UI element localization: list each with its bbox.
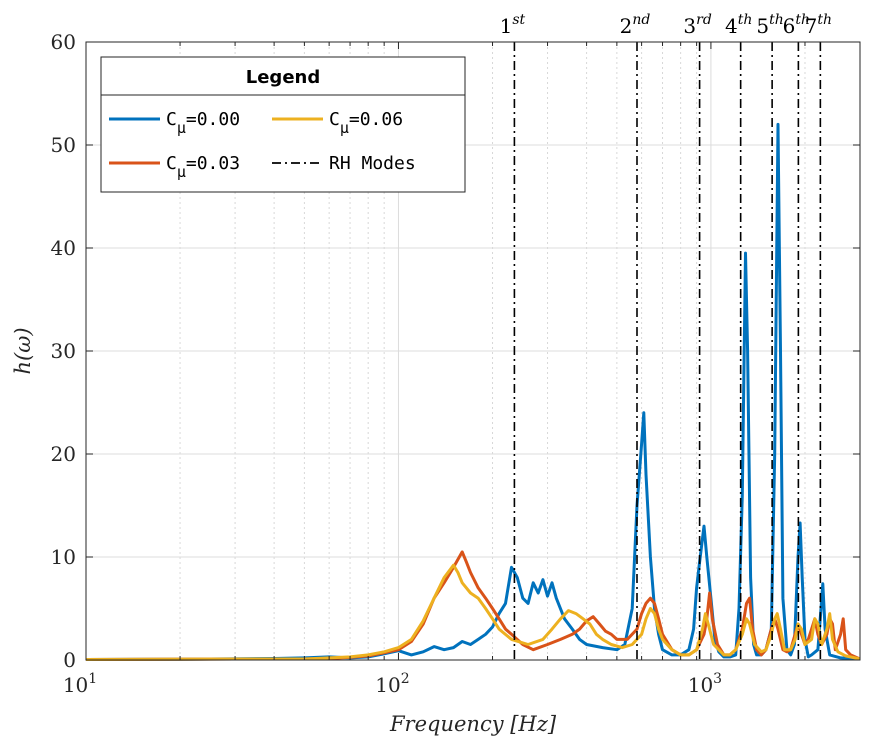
- legend-label-sub: μ: [177, 163, 186, 181]
- legend-box: [100, 56, 466, 193]
- legend-label-main: C: [329, 109, 340, 130]
- x-tick-label: 101: [63, 671, 97, 697]
- legend-label-rest: =0.06: [349, 109, 403, 130]
- legend-title: Legend: [246, 67, 320, 88]
- legend-label-main: C: [166, 109, 177, 130]
- legend-label-sub: μ: [177, 119, 186, 137]
- mode-label-5th: 5th: [756, 12, 783, 38]
- x-tick-base: 10: [63, 673, 88, 697]
- x-tick-label: 102: [375, 671, 409, 697]
- x-tick-label: 103: [688, 671, 722, 697]
- y-tick-label: 10: [51, 545, 76, 569]
- mode-label-number: 2: [620, 14, 633, 38]
- legend-entry-cmu-003: Cμ=0.03: [109, 153, 240, 181]
- legend-entry-cmu-000: Cμ=0.00: [109, 109, 240, 137]
- mode-label-number: 5: [756, 14, 769, 38]
- legend-label-cmu-006: Cμ=0.06: [329, 109, 403, 137]
- mode-label-3rd: 3rd: [683, 12, 711, 38]
- mode-label-2nd: 2nd: [620, 12, 651, 38]
- mode-label-number: 7: [805, 14, 818, 38]
- legend-entry-rh-modes: RH Modes: [272, 153, 416, 174]
- x-tick-exponent: 2: [401, 671, 410, 687]
- legend-label-rest: =0.00: [186, 109, 240, 130]
- mode-label-suffix: th: [738, 12, 753, 28]
- mode-label-suffix: st: [512, 12, 525, 28]
- y-tick-label: 60: [51, 30, 76, 54]
- mode-label-4th: 4th: [725, 12, 752, 38]
- legend-label-sub: μ: [340, 119, 349, 137]
- x-tick-exponent: 3: [713, 671, 722, 687]
- legend-label-rest: =0.03: [186, 153, 240, 174]
- mode-label-number: 3: [683, 14, 696, 38]
- y-tick-label: 30: [51, 339, 76, 363]
- legend-label-rh-modes: RH Modes: [329, 153, 416, 174]
- series-layer: [85, 122, 861, 661]
- mode-label-number: 6: [783, 14, 796, 38]
- series-line-2: [85, 563, 861, 661]
- y-axis-label: h(ω): [11, 327, 35, 374]
- mode-label-suffix: th: [769, 12, 784, 28]
- mode-label-number: 4: [725, 14, 738, 38]
- x-axis-label: Frequency [Hz]: [389, 712, 557, 736]
- mode-label-suffix: nd: [632, 12, 650, 28]
- x-tick-base: 10: [375, 673, 400, 697]
- mode-label-suffix: th: [795, 12, 810, 28]
- x-tick-base: 10: [688, 673, 713, 697]
- y-tick-label: 40: [51, 236, 76, 260]
- mode-label-6th: 6th: [783, 12, 810, 38]
- y-tick-label: 0: [63, 648, 76, 672]
- mode-label-number: 1: [500, 14, 513, 38]
- legend-label-cmu-003: Cμ=0.03: [166, 153, 240, 181]
- x-tick-exponent: 1: [88, 671, 97, 687]
- y-tick-label: 50: [51, 133, 76, 157]
- legend-entry-cmu-006: Cμ=0.06: [272, 109, 403, 137]
- mode-label-1st: 1st: [500, 12, 526, 38]
- mode-label-suffix: rd: [696, 12, 712, 28]
- mode-label-7th: 7th: [805, 12, 832, 38]
- mode-label-suffix: th: [817, 12, 832, 28]
- legend-label-main: C: [166, 153, 177, 174]
- legend: Legend Cμ=0.00 Cμ=0.06 Cμ=0.03 RH Modes: [100, 56, 466, 193]
- y-tick-label: 20: [51, 442, 76, 466]
- legend-label-cmu-000: Cμ=0.00: [166, 109, 240, 137]
